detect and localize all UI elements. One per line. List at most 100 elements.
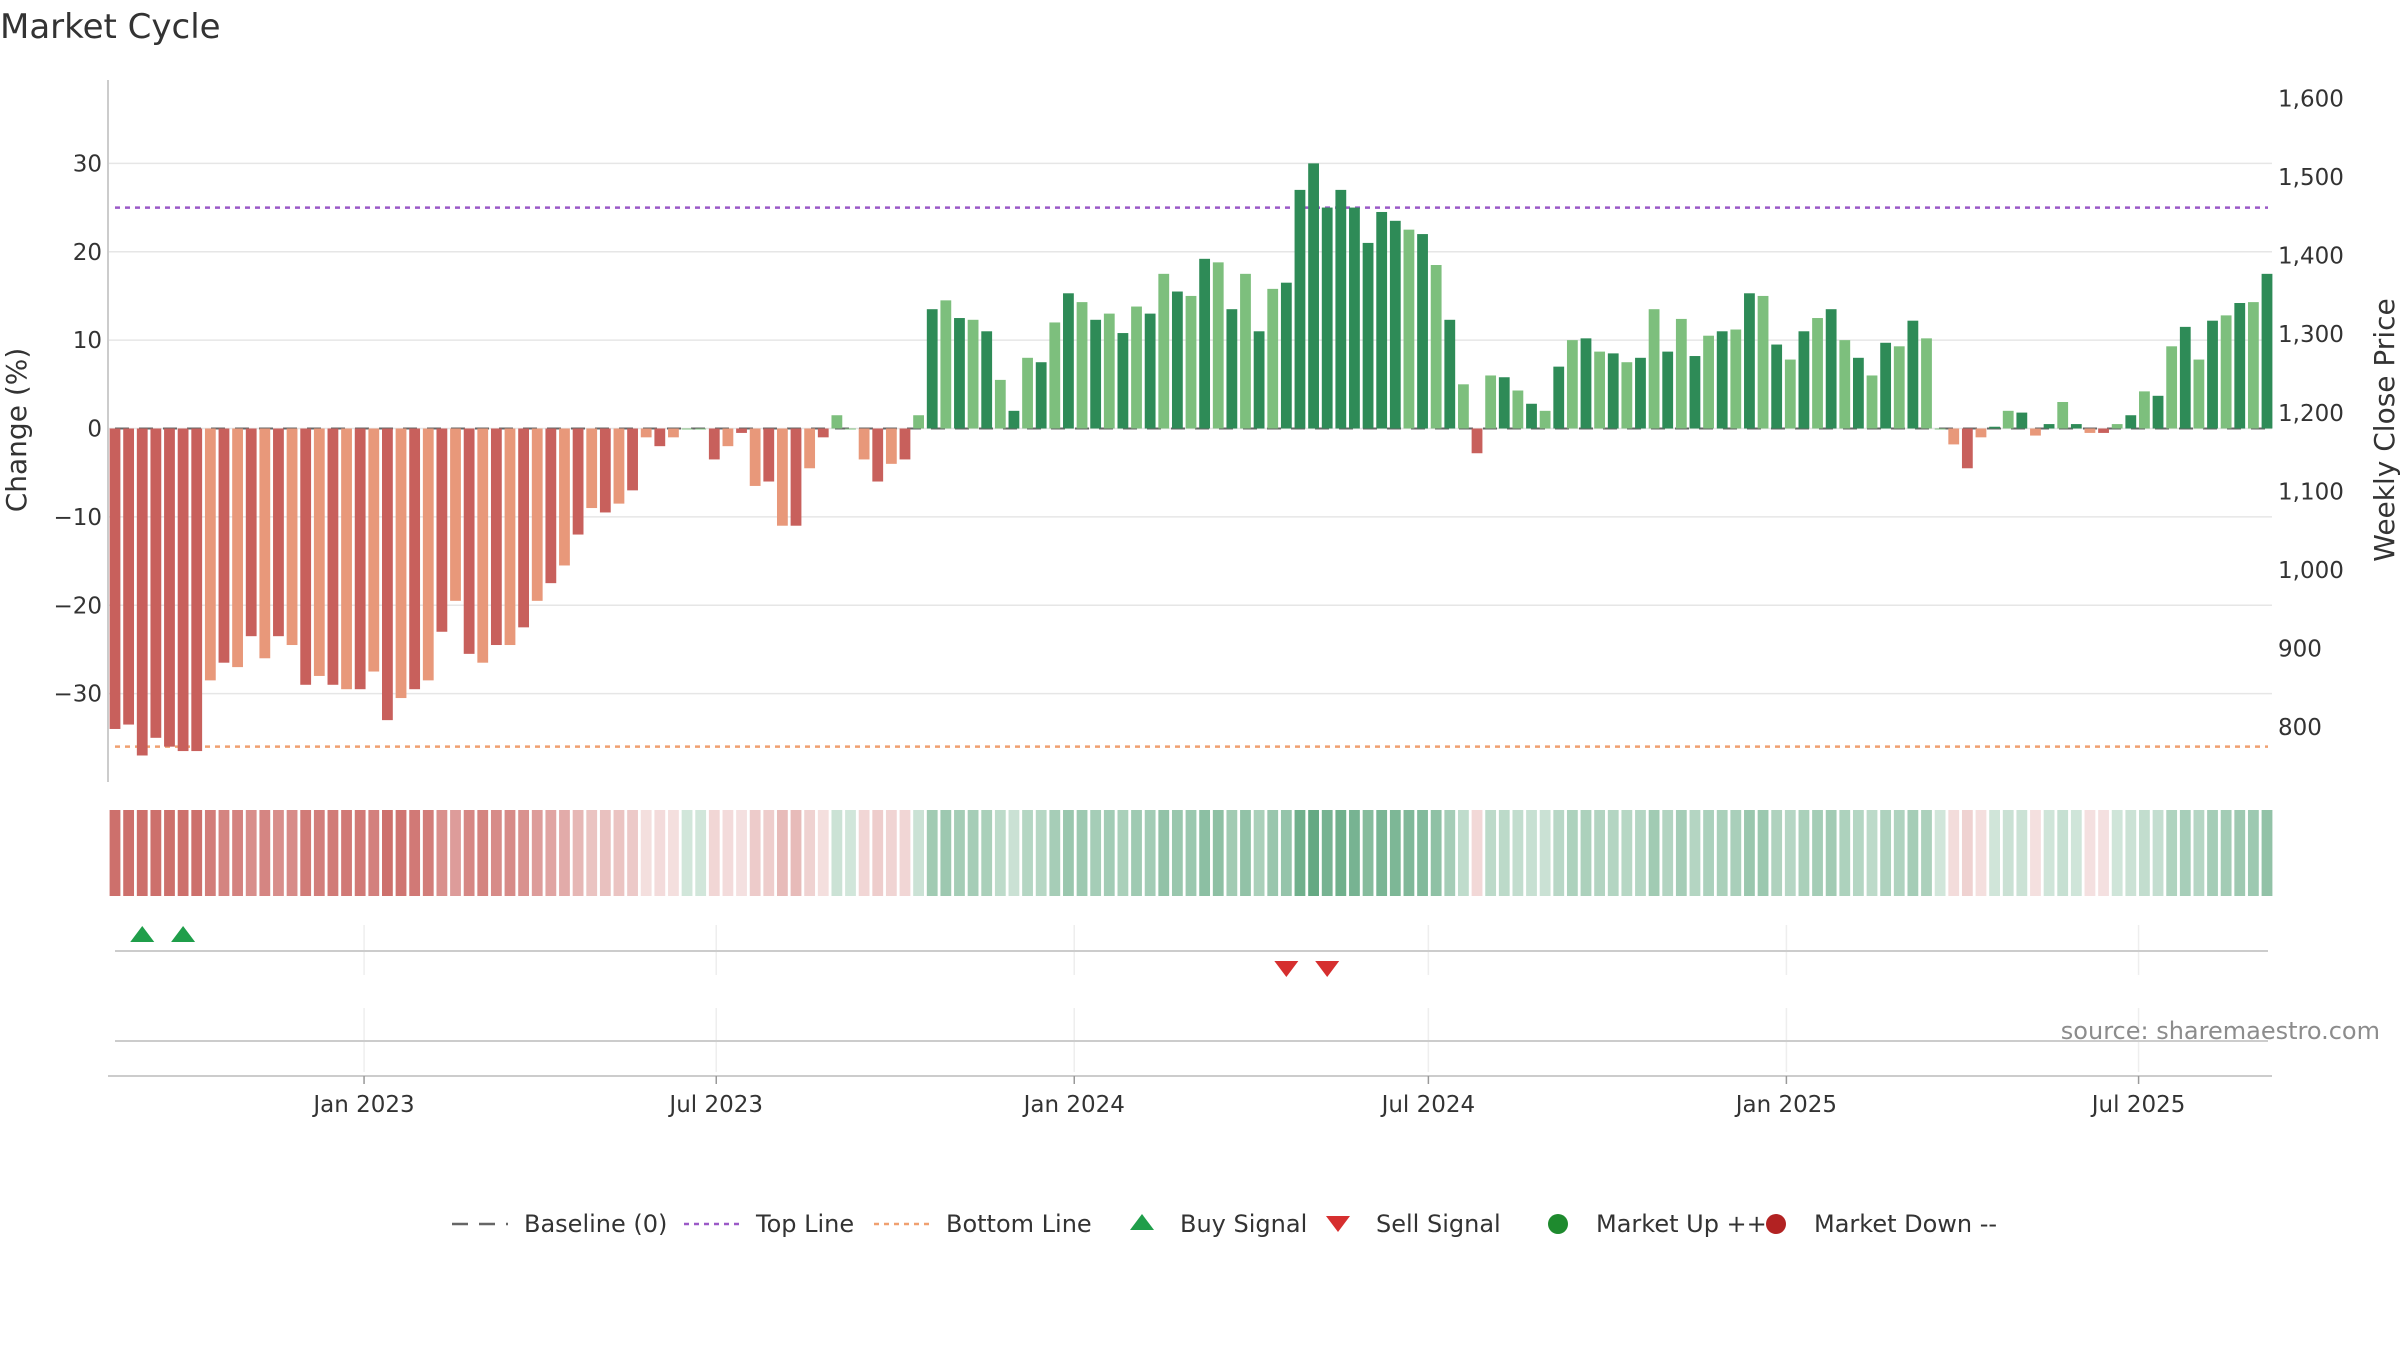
bar-week-98: [1444, 319, 1456, 429]
bar-week-81: [1212, 262, 1224, 429]
bar-week-19: [368, 428, 380, 672]
bar-week-134: [1934, 428, 1946, 430]
bar-week-63: [967, 319, 979, 429]
bar-week-108: [1580, 338, 1592, 429]
bar-week-61: [940, 300, 952, 429]
strip-cell-89: [1321, 810, 1333, 896]
bar-week-89: [1321, 207, 1333, 429]
bar-week-104: [1526, 403, 1537, 429]
strip-cell-112: [1635, 810, 1646, 896]
strip-cell-110: [1607, 810, 1619, 896]
strip-cell-4: [164, 810, 175, 896]
bar-week-124: [1798, 331, 1810, 429]
bar-week-150: [2152, 395, 2164, 429]
strip-cell-114: [1662, 810, 1674, 896]
bar-week-5: [177, 428, 189, 752]
strip-cell-20: [382, 810, 393, 896]
bar-week-15: [313, 428, 325, 676]
legend-item-top-line: Top Line: [684, 1210, 854, 1238]
bar-week-68: [1035, 362, 1047, 429]
legend-item-buy-signal: Buy Signal: [1130, 1210, 1307, 1238]
strip-cell-133: [1921, 810, 1932, 896]
strip-cell-37: [613, 810, 625, 896]
bar-week-122: [1771, 344, 1783, 429]
strip-cell-19: [368, 810, 380, 896]
strip-cell-74: [1117, 810, 1129, 896]
strip-cell-11: [259, 810, 271, 896]
bar-week-27: [477, 428, 489, 663]
strip-cell-38: [627, 810, 638, 896]
bar-week-126: [1825, 309, 1837, 429]
legend-label: Market Up ++: [1596, 1210, 1767, 1238]
strip-cell-30: [518, 810, 530, 896]
strip-cell-58: [899, 810, 911, 896]
strip-cell-45: [722, 810, 734, 896]
bar-week-66: [1008, 410, 1020, 429]
bar-week-43: [695, 428, 707, 430]
bar-week-138: [1989, 426, 2000, 429]
bar-week-10: [245, 428, 257, 637]
bar-week-94: [1389, 220, 1401, 429]
bar-week-142: [2043, 424, 2055, 429]
bar-week-48: [763, 428, 775, 482]
bar-week-8: [218, 428, 230, 663]
bar-week-26: [463, 428, 475, 654]
y-right-tick-label: 1,400: [2278, 244, 2344, 270]
strip-cell-96: [1417, 810, 1428, 896]
strip-cell-50: [790, 810, 802, 896]
y-left-tick-label: −10: [53, 505, 102, 531]
strip-cell-144: [2070, 810, 2082, 896]
legend: Baseline (0) Top Line Bottom Line Buy Signa…: [452, 1210, 1997, 1238]
strip-cell-55: [858, 810, 870, 896]
strip-cell-128: [1852, 810, 1864, 896]
x-tick-label: Jul 2024: [1380, 1092, 1476, 1118]
strip-cell-98: [1444, 810, 1456, 896]
sell-signal-marker: [1315, 961, 1340, 977]
bar-week-80: [1199, 258, 1211, 429]
strip-cell-28: [490, 810, 502, 896]
bar-week-70: [1063, 293, 1074, 429]
strip-cell-62: [954, 810, 965, 896]
strip-cell-59: [913, 810, 924, 896]
x-tick-label: Jan 2023: [311, 1092, 414, 1118]
chart-title: Market Cycle: [0, 7, 221, 47]
strip-cell-107: [1566, 810, 1578, 896]
bar-week-120: [1744, 293, 1755, 429]
bar-week-91: [1349, 207, 1360, 429]
strip-cell-125: [1812, 810, 1823, 896]
bar-week-59: [913, 415, 924, 429]
bar-week-152: [2179, 326, 2191, 429]
strip-cell-63: [967, 810, 979, 896]
legend-label: Top Line: [755, 1210, 854, 1238]
tick-labels: 30 20 10 0 −10 −20 −30 1,600 1,500 1,400 1,300 1,20…: [53, 87, 2343, 1118]
bar-week-37: [613, 428, 625, 504]
strip-cell-155: [2220, 810, 2232, 896]
bar-week-140: [2016, 412, 2028, 429]
strip-cell-151: [2166, 810, 2178, 896]
strip-cell-122: [1771, 810, 1783, 896]
bar-week-35: [586, 428, 598, 509]
strip-cell-76: [1144, 810, 1156, 896]
bar-week-117: [1703, 335, 1714, 429]
strip-cell-78: [1171, 810, 1183, 896]
strip-cell-48: [763, 810, 775, 896]
bar-week-12: [273, 428, 284, 637]
strip-cell-72: [1090, 810, 1102, 896]
bar-week-114: [1662, 351, 1674, 429]
strip-cell-6: [191, 810, 203, 896]
strip-cell-69: [1049, 810, 1061, 896]
bar-week-105: [1539, 410, 1551, 429]
strip-cell-145: [2084, 810, 2096, 896]
bar-week-147: [2111, 424, 2123, 429]
bar-week-67: [1022, 357, 1033, 429]
strip-cell-71: [1076, 810, 1088, 896]
source-label: source: sharemaestro.com: [2061, 1017, 2380, 1045]
strip-cell-147: [2111, 810, 2123, 896]
x-tick-label: Jul 2025: [2090, 1092, 2186, 1118]
bar-week-23: [422, 428, 434, 681]
bar-week-74: [1117, 333, 1129, 429]
bar-week-86: [1280, 282, 1292, 429]
bar-week-99: [1458, 384, 1469, 429]
strip-cell-119: [1730, 810, 1742, 896]
bar-week-7: [204, 428, 216, 681]
